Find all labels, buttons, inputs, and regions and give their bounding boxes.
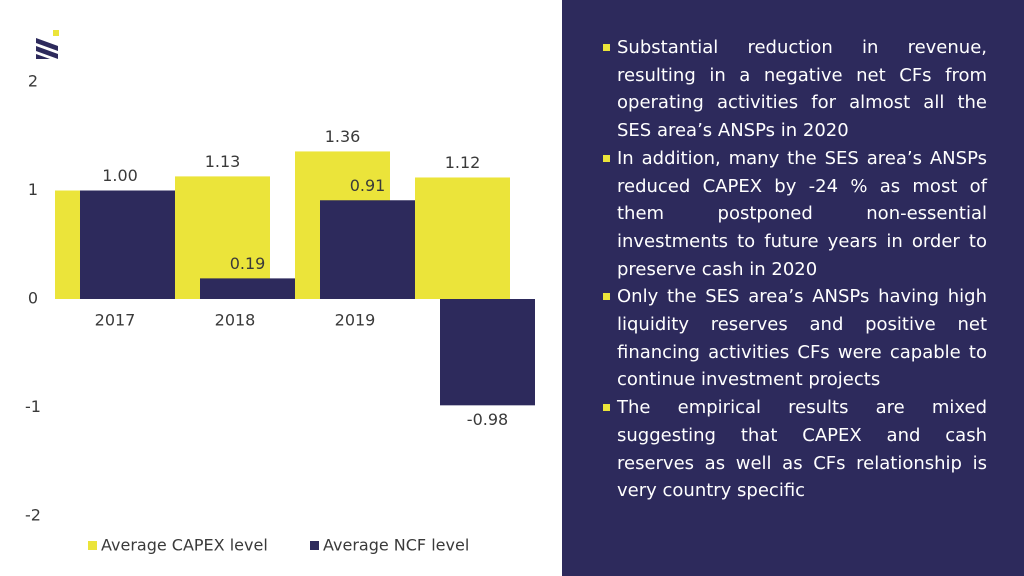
bullet: Only the SES area’s ANSPs having high li… [602, 283, 987, 394]
logo [36, 30, 59, 59]
bar [415, 177, 510, 299]
data-label: 1.00 [102, 166, 138, 185]
bar [440, 299, 535, 406]
data-label: 1.36 [325, 127, 361, 146]
x-tick-label: 2018 [215, 311, 256, 330]
legend-swatch [88, 541, 97, 550]
y-tick-label: 1 [28, 180, 38, 199]
y-tick-label: -2 [25, 506, 41, 525]
legend-label: Average NCF level [323, 536, 469, 555]
bullet: In addition, many the SES area’s ANSPs r… [602, 145, 987, 284]
y-tick-label: 0 [28, 289, 38, 308]
data-label: 1.12 [445, 153, 481, 172]
y-tick-label: -1 [25, 397, 41, 416]
bar [200, 278, 295, 299]
data-label: 0.19 [230, 254, 266, 273]
x-tick-label: 2017 [95, 311, 136, 330]
bar [80, 190, 175, 299]
data-label: -0.98 [467, 410, 508, 429]
legend-label: Average CAPEX level [101, 536, 268, 555]
y-tick-label: 2 [28, 72, 38, 91]
bar [320, 200, 415, 299]
data-label: 1.13 [205, 152, 241, 171]
legend-swatch [310, 541, 319, 550]
bullet: Substantial reduction in revenue, result… [602, 34, 987, 145]
data-label: 0.91 [350, 176, 386, 195]
chart: -2 -1 0 1 2 2017 2018 2019 1.00 1.13 0.19 1.36 0.91 1… [25, 30, 535, 555]
bullet-list: Substantial reduction in revenue, result… [602, 34, 987, 505]
x-tick-label: 2019 [335, 311, 376, 330]
text-panel: Substantial reduction in revenue, result… [562, 0, 1024, 576]
bullet: The empirical results are mixed suggesti… [602, 394, 987, 505]
